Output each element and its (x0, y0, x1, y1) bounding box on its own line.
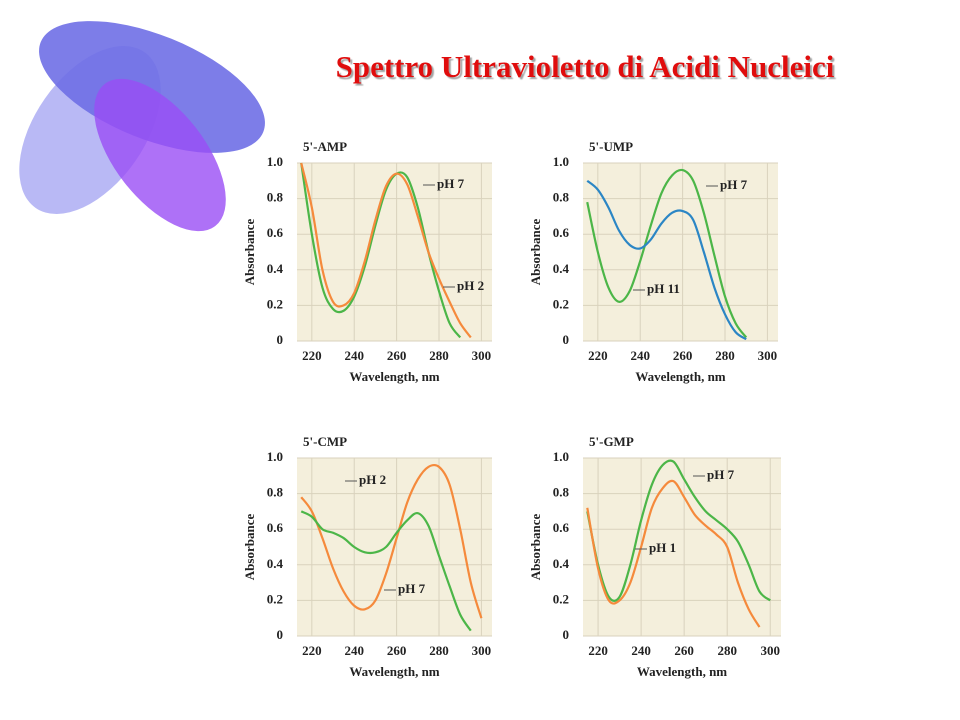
plot-area (297, 163, 492, 341)
chart-panel: 0 0.2 0.4 0.6 0.8 1.0 220 240 260 280 300 5'-CMP Wav… (242, 434, 492, 679)
plot-area (583, 458, 781, 636)
chart-panel: 0 0.2 0.4 0.6 0.8 1.0 220 240 260 280 300 5'-GMP Wav… (528, 434, 781, 679)
y-tick-label: 0.8 (553, 485, 570, 500)
data-line (300, 463, 483, 619)
series-label: pH 2 (457, 278, 484, 293)
x-tick-label: 240 (631, 643, 651, 658)
data-line (586, 479, 761, 628)
x-tick-label: 220 (302, 348, 322, 363)
data-line (300, 510, 472, 632)
y-axis-label: Absorbance (528, 219, 543, 286)
y-tick-label: 0.8 (267, 485, 284, 500)
chart-panel: 0 0.2 0.4 0.6 0.8 1.0 220 240 260 280 300 5'-UMP Wav… (528, 139, 778, 384)
y-axis-label: Absorbance (242, 219, 257, 286)
plot-area (583, 163, 778, 341)
data-line (300, 162, 472, 339)
x-tick-label: 300 (472, 643, 492, 658)
x-tick-label: 260 (674, 643, 694, 658)
y-tick-label: 1.0 (267, 449, 283, 464)
series-label: pH 1 (649, 540, 676, 555)
y-tick-label: 0.4 (553, 261, 570, 276)
y-tick-label: 0.2 (553, 296, 569, 311)
decoration (19, 21, 265, 232)
y-tick-label: 0.4 (553, 556, 570, 571)
x-axis-label: Wavelength, nm (349, 664, 439, 679)
chart-panel: 0 0.2 0.4 0.6 0.8 1.0 220 240 260 280 300 5'-AMP Wav… (242, 139, 492, 384)
data-line (586, 179, 747, 341)
data-line (586, 459, 771, 602)
y-tick-label: 0 (277, 332, 284, 347)
x-tick-label: 220 (302, 643, 322, 658)
y-tick-label: 0.6 (267, 225, 284, 240)
x-tick-label: 300 (472, 348, 492, 363)
chart-title: 5'-CMP (303, 434, 347, 449)
series-label: pH 7 (398, 581, 426, 596)
x-tick-label: 220 (588, 348, 608, 363)
y-tick-label: 0 (563, 627, 570, 642)
data-line (586, 168, 748, 339)
y-tick-label: 0.4 (267, 556, 284, 571)
ellipse (94, 78, 226, 232)
slide-title: Spettro Ultravioletto di Acidi Nucleici (336, 49, 835, 84)
x-axis-label: Wavelength, nm (349, 369, 439, 384)
x-tick-label: 280 (717, 643, 737, 658)
y-axis-label: Absorbance (528, 514, 543, 581)
y-tick-label: 0.8 (553, 190, 570, 205)
y-tick-label: 0 (563, 332, 570, 347)
x-tick-label: 280 (429, 348, 449, 363)
y-tick-label: 0.6 (267, 520, 284, 535)
y-tick-label: 0.2 (267, 591, 283, 606)
y-tick-label: 0.6 (553, 520, 570, 535)
y-tick-label: 0.4 (267, 261, 284, 276)
series-label: pH 7 (720, 177, 748, 192)
series-label: pH 7 (707, 467, 735, 482)
y-tick-label: 1.0 (267, 154, 283, 169)
x-axis-label: Wavelength, nm (637, 664, 727, 679)
y-tick-label: 0.2 (553, 591, 569, 606)
y-axis-label: Absorbance (242, 514, 257, 581)
data-line (300, 162, 462, 339)
series-label: pH 7 (437, 176, 465, 191)
chart-title: 5'-GMP (589, 434, 634, 449)
series-label: pH 2 (359, 472, 386, 487)
x-tick-label: 300 (758, 348, 778, 363)
y-tick-label: 1.0 (553, 154, 569, 169)
x-tick-label: 280 (715, 348, 735, 363)
x-tick-label: 240 (630, 348, 650, 363)
y-tick-label: 0.6 (553, 225, 570, 240)
chart-title: 5'-AMP (303, 139, 347, 154)
series-label: pH 11 (647, 281, 680, 296)
x-tick-label: 260 (387, 643, 407, 658)
y-tick-label: 0 (277, 627, 284, 642)
x-tick-label: 280 (429, 643, 449, 658)
x-tick-label: 240 (344, 348, 364, 363)
y-tick-label: 0.8 (267, 190, 284, 205)
chart-title: 5'-UMP (589, 139, 633, 154)
y-tick-label: 1.0 (553, 449, 569, 464)
x-tick-label: 300 (760, 643, 780, 658)
x-tick-label: 260 (387, 348, 407, 363)
x-tick-label: 220 (588, 643, 608, 658)
x-axis-label: Wavelength, nm (635, 369, 725, 384)
x-tick-label: 260 (673, 348, 693, 363)
x-tick-label: 240 (344, 643, 364, 658)
ellipse (39, 21, 265, 153)
y-tick-label: 0.2 (267, 296, 283, 311)
